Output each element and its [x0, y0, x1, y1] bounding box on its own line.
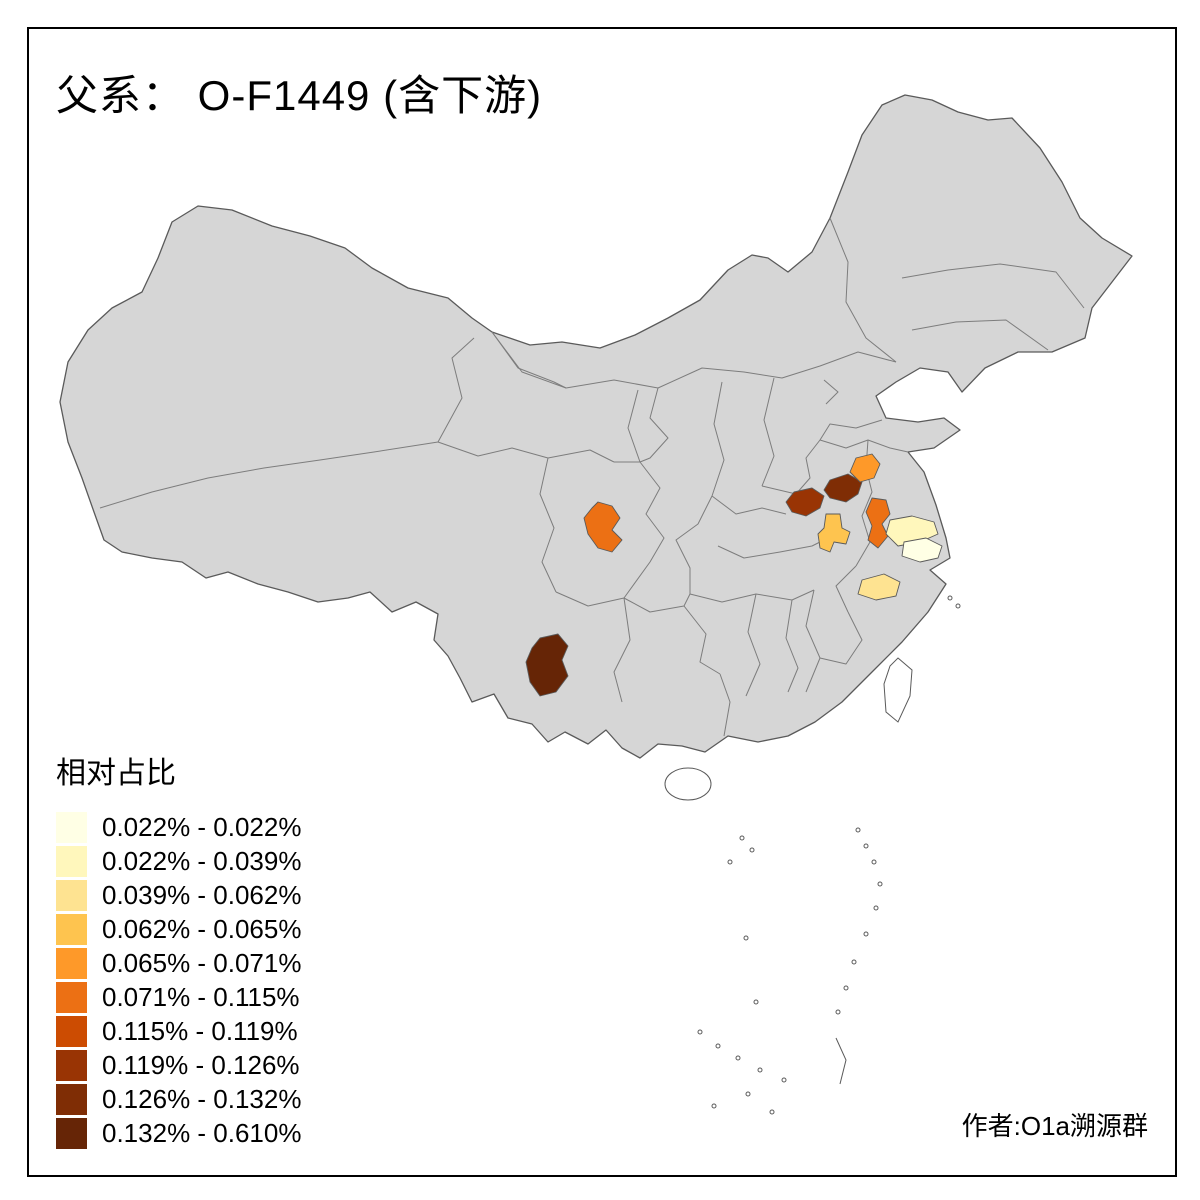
legend-item: 0.022% - 0.022% [56, 812, 301, 843]
page-title: 父系： O-F1449 (含下游) [56, 72, 543, 119]
highlight-region-subei [849, 453, 881, 483]
legend-swatch [56, 812, 87, 843]
legend-item: 0.071% - 0.115% [56, 982, 301, 1013]
legend-item: 0.039% - 0.062% [56, 880, 301, 911]
legend-label: 0.062% - 0.065% [102, 914, 302, 944]
highlight-region-yangzhou [865, 497, 891, 549]
legend-swatch [56, 846, 87, 877]
highlight-region-huaibei [823, 473, 863, 503]
legend-label: 0.071% - 0.115% [102, 982, 300, 1012]
legend-label: 0.126% - 0.132% [102, 1084, 302, 1114]
hainan-island [664, 767, 712, 801]
legend-label: 0.039% - 0.062% [102, 880, 302, 910]
legend-swatch [56, 1016, 87, 1047]
legend-item: 0.022% - 0.039% [56, 846, 301, 877]
china-mainland-shape [59, 94, 1133, 759]
islands [664, 595, 961, 1115]
offshore-islets [697, 595, 961, 1115]
highlight-region-sichuan [583, 501, 623, 553]
legend-swatch [56, 1084, 87, 1115]
legend-label: 0.132% - 0.610% [102, 1118, 302, 1148]
highlight-region-henan [785, 487, 825, 517]
legend-label: 0.065% - 0.071% [102, 948, 302, 978]
legend-items: 0.022% - 0.022% 0.022% - 0.039% 0.039% - 0… [56, 812, 301, 1149]
legend-swatch [56, 880, 87, 911]
province-borders [99, 217, 1085, 737]
taiwan-island [883, 657, 913, 723]
legend-title: 相对占比 [56, 757, 176, 790]
legend-label: 0.115% - 0.119% [102, 1016, 298, 1046]
legend-label: 0.022% - 0.022% [102, 812, 302, 842]
legend-item: 0.062% - 0.065% [56, 914, 301, 945]
highlight-region-nantong [901, 537, 943, 563]
legend-swatch [56, 982, 87, 1013]
highlight-region-sunan [857, 573, 901, 601]
legend-item: 0.132% - 0.610% [56, 1118, 301, 1149]
legend-label: 0.119% - 0.126% [102, 1050, 300, 1080]
highlight-region-yunnan [525, 633, 569, 697]
credit-text: 作者:O1a溯源群 [961, 1111, 1148, 1141]
highlight-regions [525, 453, 943, 697]
legend-item: 0.115% - 0.119% [56, 1016, 301, 1047]
legend-swatch [56, 914, 87, 945]
legend-item: 0.065% - 0.071% [56, 948, 301, 979]
legend-swatch [56, 1118, 87, 1149]
legend-item: 0.126% - 0.132% [56, 1084, 301, 1115]
legend-swatch [56, 948, 87, 979]
legend-item: 0.119% - 0.126% [56, 1050, 301, 1081]
highlight-region-anhui [817, 513, 851, 553]
legend-swatch [56, 1050, 87, 1081]
legend: 相对占比 0.022% - 0.022% 0.022% - 0.039% 0.039… [56, 748, 301, 1152]
legend-label: 0.022% - 0.039% [102, 846, 302, 876]
